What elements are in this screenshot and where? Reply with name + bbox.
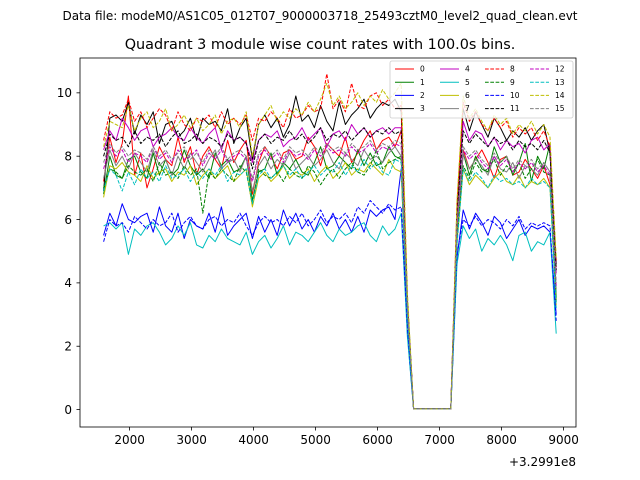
figure-suptitle: Data file: modeM0/AS1C05_012T07_90000037… [62,9,577,23]
legend-label-13: 13 [555,78,565,87]
series-line-5 [103,212,557,410]
x-tick-label: 9000 [548,433,579,447]
legend-label-0: 0 [420,65,425,74]
legend-label-1: 1 [420,78,425,87]
x-tick-label: 4000 [238,433,269,447]
legend-box [389,60,574,119]
y-tick-label: 2 [64,340,72,354]
x-tick-label: 5000 [300,433,331,447]
legend-label-6: 6 [465,91,470,100]
x-axis: 2000 3000 4000 5000 6000 7000 8000 9000 [114,427,579,447]
x-tick-label: 2000 [114,433,145,447]
x-tick-label: 8000 [486,433,517,447]
series-line-11 [103,127,557,410]
legend-label-4: 4 [465,65,470,74]
x-tick-label: 7000 [424,433,455,447]
legend-label-14: 14 [555,91,565,100]
legend-label-9: 9 [510,78,515,87]
y-tick-label: 10 [57,86,72,100]
series-line-7 [103,146,557,410]
x-offset-label: +3.2991e8 [509,455,576,469]
x-tick-label: 3000 [176,433,207,447]
legend-label-8: 8 [510,65,515,74]
series-line-14 [103,82,557,410]
series-line-15 [103,139,557,410]
series-line-10 [103,200,557,410]
y-tick-label: 8 [64,149,72,163]
legend-label-2: 2 [420,91,425,100]
y-tick-label: 6 [64,213,72,227]
y-axis: 0 2 4 6 8 10 [57,86,80,417]
series-line-9 [103,149,557,410]
plot-area [103,73,557,410]
axes-frame [79,57,577,428]
legend-label-11: 11 [510,104,520,113]
y-tick-label: 4 [64,276,72,290]
series-line-2 [103,168,557,410]
chart-title: Quadrant 3 module wise count rates with … [125,37,516,53]
series-line-13 [103,158,557,410]
legend-label-10: 10 [510,91,520,100]
series-line-1 [103,143,557,410]
series-line-8 [103,73,557,410]
series-line-4 [103,117,557,410]
legend-label-12: 12 [555,65,565,74]
legend-label-5: 5 [465,78,470,87]
legend-label-7: 7 [465,104,470,113]
legend-label-15: 15 [555,104,565,113]
x-tick-label: 6000 [362,433,393,447]
y-tick-label: 0 [64,403,72,417]
legend-label-3: 3 [420,104,425,113]
